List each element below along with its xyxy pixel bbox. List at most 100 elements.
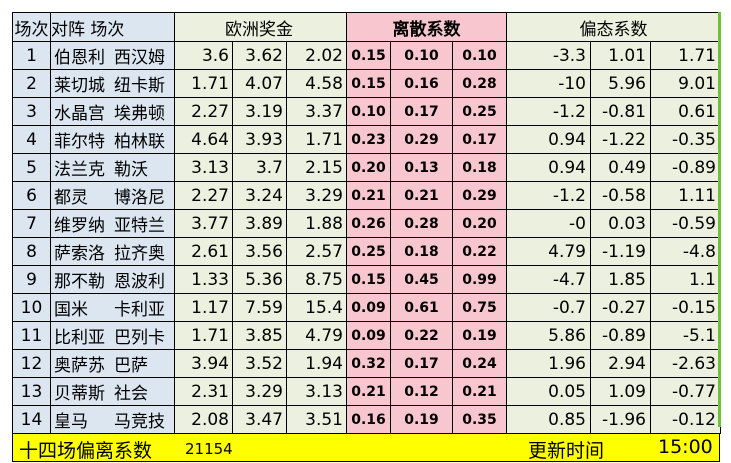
header-odds[interactable]: 欧洲奖金 [174, 12, 347, 42]
odds-win-cell[interactable]: 2.31 [174, 377, 233, 406]
skew-loss-cell[interactable]: -0.12 [650, 405, 721, 434]
dispersion-win-cell[interactable]: 0.32 [346, 349, 391, 378]
skew-draw-cell[interactable]: 1.09 [590, 377, 651, 406]
skew-win-cell[interactable]: 1.96 [506, 349, 591, 378]
odds-draw-cell[interactable]: 3.93 [232, 125, 287, 154]
skew-win-cell[interactable]: 4.79 [506, 237, 591, 266]
match-no-cell[interactable]: 12 [12, 349, 51, 378]
dispersion-draw-cell[interactable]: 0.18 [390, 237, 453, 266]
match-no-cell[interactable]: 1 [12, 41, 51, 70]
match-no-cell[interactable]: 14 [12, 405, 51, 434]
teams-cell[interactable]: 那不勒 恩波利 [50, 265, 175, 294]
skew-loss-cell[interactable]: 0.61 [650, 97, 721, 126]
skew-draw-cell[interactable]: -0.81 [590, 97, 651, 126]
odds-draw-cell[interactable]: 3.85 [232, 321, 287, 350]
dispersion-win-cell[interactable]: 0.10 [346, 97, 391, 126]
odds-loss-cell[interactable]: 2.15 [286, 153, 347, 182]
odds-loss-cell[interactable]: 4.79 [286, 321, 347, 350]
dispersion-draw-cell[interactable]: 0.16 [390, 69, 453, 98]
skew-loss-cell[interactable]: -0.35 [650, 125, 721, 154]
skew-win-cell[interactable]: -4.7 [506, 265, 591, 294]
dispersion-draw-cell[interactable]: 0.61 [390, 293, 453, 322]
dispersion-win-cell[interactable]: 0.26 [346, 209, 391, 238]
teams-cell[interactable]: 维罗纳 亚特兰 [50, 209, 175, 238]
dispersion-draw-cell[interactable]: 0.13 [390, 153, 453, 182]
teams-cell[interactable]: 比利亚 巴列卡 [50, 321, 175, 350]
match-no-cell[interactable]: 11 [12, 321, 51, 350]
match-no-cell[interactable]: 10 [12, 293, 51, 322]
dispersion-draw-cell[interactable]: 0.22 [390, 321, 453, 350]
skew-loss-cell[interactable]: 9.01 [650, 69, 721, 98]
dispersion-loss-cell[interactable]: 0.25 [452, 97, 507, 126]
header-match-no[interactable]: 场次 [12, 12, 51, 42]
skew-loss-cell[interactable]: -0.15 [650, 293, 721, 322]
skew-draw-cell[interactable]: 1.01 [590, 41, 651, 70]
skew-draw-cell[interactable]: -0.58 [590, 181, 651, 210]
odds-draw-cell[interactable]: 3.56 [232, 237, 287, 266]
match-no-cell[interactable]: 6 [12, 181, 51, 210]
match-no-cell[interactable]: 13 [12, 377, 51, 406]
skew-win-cell[interactable]: -0.7 [506, 293, 591, 322]
skew-draw-cell[interactable]: 0.49 [590, 153, 651, 182]
skew-loss-cell[interactable]: -2.63 [650, 349, 721, 378]
dispersion-loss-cell[interactable]: 0.29 [452, 181, 507, 210]
dispersion-win-cell[interactable]: 0.21 [346, 181, 391, 210]
dispersion-draw-cell[interactable]: 0.19 [390, 405, 453, 434]
teams-cell[interactable]: 皇马 马竞技 [50, 405, 175, 434]
odds-draw-cell[interactable]: 3.47 [232, 405, 287, 434]
odds-win-cell[interactable]: 2.27 [174, 97, 233, 126]
dispersion-loss-cell[interactable]: 0.75 [452, 293, 507, 322]
dispersion-loss-cell[interactable]: 0.99 [452, 265, 507, 294]
match-no-cell[interactable]: 3 [12, 97, 51, 126]
odds-loss-cell[interactable]: 1.94 [286, 349, 347, 378]
teams-cell[interactable]: 贝蒂斯 社会 [50, 377, 175, 406]
dispersion-loss-cell[interactable]: 0.35 [452, 405, 507, 434]
teams-cell[interactable]: 萨索洛 拉齐奥 [50, 237, 175, 266]
dispersion-draw-cell[interactable]: 0.21 [390, 181, 453, 210]
match-no-cell[interactable]: 2 [12, 69, 51, 98]
odds-loss-cell[interactable]: 2.57 [286, 237, 347, 266]
dispersion-win-cell[interactable]: 0.09 [346, 321, 391, 350]
teams-cell[interactable]: 国米 卡利亚 [50, 293, 175, 322]
skew-loss-cell[interactable]: -4.8 [650, 237, 721, 266]
odds-win-cell[interactable]: 4.64 [174, 125, 233, 154]
dispersion-draw-cell[interactable]: 0.45 [390, 265, 453, 294]
skew-win-cell[interactable]: 5.86 [506, 321, 591, 350]
odds-loss-cell[interactable]: 4.58 [286, 69, 347, 98]
dispersion-win-cell[interactable]: 0.15 [346, 265, 391, 294]
odds-loss-cell[interactable]: 1.88 [286, 209, 347, 238]
skew-draw-cell[interactable]: 0.03 [590, 209, 651, 238]
match-no-cell[interactable]: 5 [12, 153, 51, 182]
dispersion-draw-cell[interactable]: 0.28 [390, 209, 453, 238]
odds-loss-cell[interactable]: 3.13 [286, 377, 347, 406]
skew-win-cell[interactable]: 0.94 [506, 125, 591, 154]
odds-loss-cell[interactable]: 3.51 [286, 405, 347, 434]
odds-draw-cell[interactable]: 3.52 [232, 349, 287, 378]
teams-cell[interactable]: 菲尔特 柏林联 [50, 125, 175, 154]
odds-win-cell[interactable]: 3.77 [174, 209, 233, 238]
dispersion-win-cell[interactable]: 0.25 [346, 237, 391, 266]
header-teams[interactable]: 对阵 场次 [50, 12, 175, 42]
odds-win-cell[interactable]: 2.08 [174, 405, 233, 434]
skew-win-cell[interactable]: 0.05 [506, 377, 591, 406]
dispersion-draw-cell[interactable]: 0.29 [390, 125, 453, 154]
odds-draw-cell[interactable]: 3.29 [232, 377, 287, 406]
odds-win-cell[interactable]: 2.27 [174, 181, 233, 210]
skew-win-cell[interactable]: -0 [506, 209, 591, 238]
teams-cell[interactable]: 法兰克 勒沃 [50, 153, 175, 182]
teams-cell[interactable]: 都灵 博洛尼 [50, 181, 175, 210]
dispersion-loss-cell[interactable]: 0.28 [452, 69, 507, 98]
skew-draw-cell[interactable]: -1.96 [590, 405, 651, 434]
skew-loss-cell[interactable]: 1.1 [650, 265, 721, 294]
odds-draw-cell[interactable]: 3.89 [232, 209, 287, 238]
skew-draw-cell[interactable]: -1.22 [590, 125, 651, 154]
match-no-cell[interactable]: 4 [12, 125, 51, 154]
dispersion-draw-cell[interactable]: 0.12 [390, 377, 453, 406]
skew-win-cell[interactable]: -1.2 [506, 181, 591, 210]
dispersion-draw-cell[interactable]: 0.10 [390, 41, 453, 70]
header-dispersion[interactable]: 离散系数 [346, 12, 507, 42]
dispersion-win-cell[interactable]: 0.09 [346, 293, 391, 322]
skew-loss-cell[interactable]: 1.11 [650, 181, 721, 210]
skew-loss-cell[interactable]: 1.71 [650, 41, 721, 70]
match-no-cell[interactable]: 8 [12, 237, 51, 266]
